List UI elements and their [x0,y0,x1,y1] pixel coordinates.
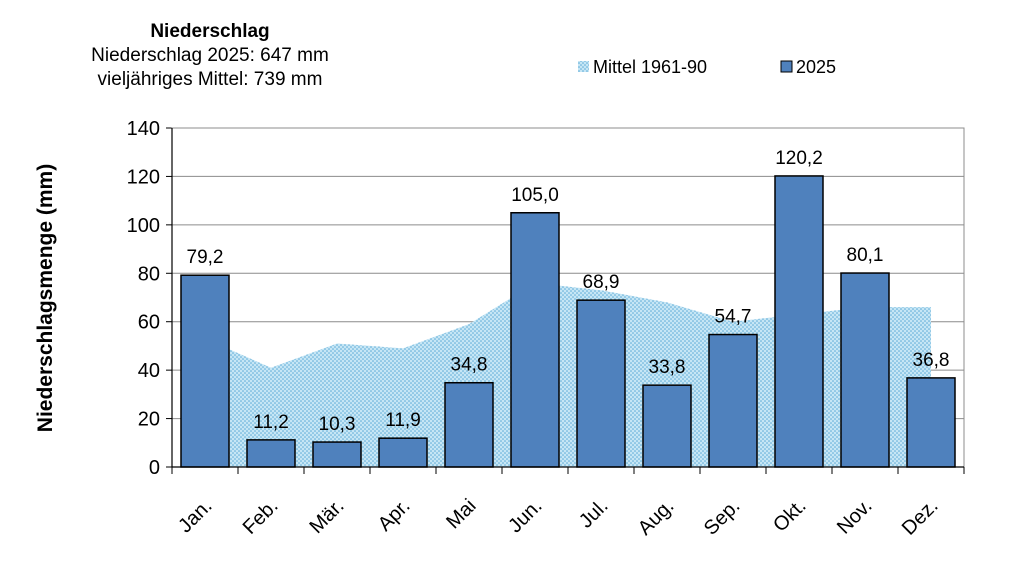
data-labels: 79,2 11,2 10,3 11,9 34,8 105,0 68,9 33,8 54,7 120… [187,148,950,435]
x-tick-label: Jun. [504,495,546,537]
chart-subtitle-mean: vieljähriges Mittel: 739 mm [97,69,323,90]
bar-12 [906,377,956,468]
x-tick-label: Feb. [239,495,283,539]
x-tick-label: Mai [442,495,480,533]
bar-3 [312,441,362,468]
bar-7 [576,299,626,468]
x-tick-label: Aug. [634,495,679,540]
legend-label: 2025 [796,57,836,77]
chart-title-block: Niederschlag Niederschlag 2025: 647 mm v… [60,20,360,92]
y-tick-label: 80 [138,263,160,285]
bar-8 [642,384,692,468]
bar-series-2025 [180,175,956,468]
x-tick-label: Nov. [833,495,877,539]
bar-9 [708,333,758,468]
legend: Mittel 1961-90 2025 [578,57,836,77]
x-tick-label: Sep. [700,495,745,540]
data-label: 33,8 [649,357,686,378]
bar-6 [510,212,560,468]
y-tick-label: 120 [127,166,160,188]
legend-item: Mittel 1961-90 [578,57,707,77]
data-label: 36,8 [913,350,950,371]
legend-swatch [780,60,793,73]
x-tick-label: Apr. [374,495,415,536]
data-label: 105,0 [511,185,559,206]
data-label: 11,2 [253,412,289,433]
legend-item: 2025 [780,57,836,77]
data-label: 79,2 [187,247,224,268]
x-tick-label: Dez. [898,495,943,540]
chart-subtitle-total: Niederschlag 2025: 647 mm [91,45,329,66]
y-tick-label: 20 [138,409,160,431]
y-tick-label: 60 [138,312,160,334]
data-label: 54,7 [715,307,752,328]
data-label: 10,3 [319,414,356,435]
bar-5 [444,381,494,468]
data-label: 34,8 [451,355,488,376]
data-label: 68,9 [583,272,620,293]
data-label: 120,2 [775,148,823,169]
bar-4 [378,437,428,468]
x-tick-label: Jul. [575,495,613,533]
bar-2 [246,439,296,468]
bar-10 [774,175,824,468]
data-label: 80,1 [847,245,884,266]
data-label: 11,9 [385,410,421,431]
chart-title: Niederschlag [150,21,270,42]
y-axis-title: Niederschlagsmenge (mm) [34,164,57,432]
legend-swatch [578,61,589,72]
bar-1 [180,274,230,468]
y-tick-label: 100 [127,215,160,237]
y-tick-label: 140 [127,118,160,140]
y-tick-label: 0 [149,457,160,479]
bar-11 [840,272,890,468]
x-tick-label: Okt. [769,495,810,536]
x-tick-label: Jan. [174,495,216,537]
x-tick-label: Mär. [305,495,348,538]
legend-label: Mittel 1961-90 [593,57,707,77]
y-tick-label: 40 [138,360,160,382]
